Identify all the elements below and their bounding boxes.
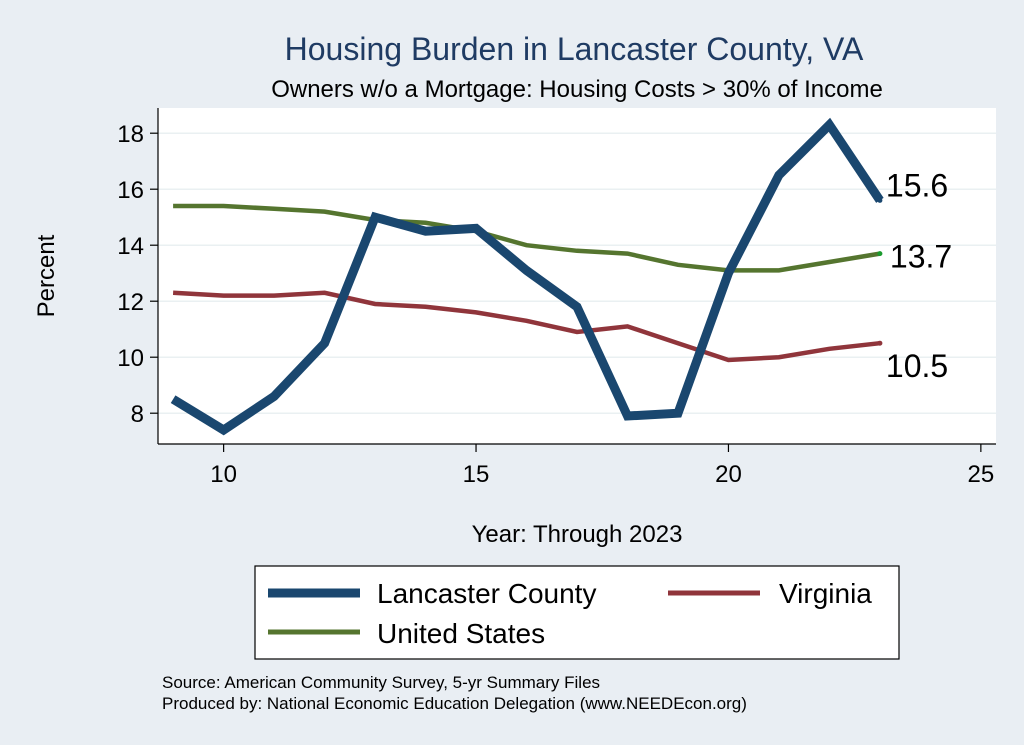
y-tick-label: 18: [117, 121, 144, 148]
chart-title: Housing Burden in Lancaster County, VA: [285, 31, 864, 67]
legend-label-us: United States: [377, 618, 545, 649]
chart-subtitle: Owners w/o a Mortgage: Housing Costs > 3…: [271, 76, 883, 103]
x-tick-label: 25: [968, 461, 995, 488]
gridlines: [158, 132, 996, 414]
legend-label-virginia: Virginia: [779, 578, 872, 609]
legend: Lancaster County Virginia United States: [254, 565, 900, 660]
series-line-virginia: [172, 290, 881, 363]
y-tick-label: 14: [117, 233, 144, 260]
legend-box: [254, 565, 900, 660]
source-note: Source: American Community Survey, 5-yr …: [162, 673, 600, 692]
series-line-us: [173, 203, 881, 273]
y-tick-label: 16: [117, 177, 144, 204]
x-tick-label: 10: [210, 461, 237, 488]
end-label-us: 13.7: [890, 239, 952, 275]
y-axis-title: Percent: [33, 234, 60, 317]
y-tick-label: 10: [117, 345, 144, 372]
x-tick-label: 20: [715, 461, 742, 488]
y-tick-label: 8: [131, 401, 144, 428]
end-label-lancaster: 15.6: [886, 167, 948, 203]
end-labels: 15.6 10.5 13.7: [886, 167, 952, 384]
plot-area: [158, 108, 996, 444]
x-tick-label: 15: [463, 461, 490, 488]
x-axis-title: Year: Through 2023: [472, 521, 683, 548]
series-line-lancaster: [170, 117, 884, 436]
series-lines: [170, 117, 884, 436]
y-tick-label: 12: [117, 289, 144, 316]
produced-note: Produced by: National Economic Education…: [162, 694, 747, 713]
axes: 8 10 12 14 16 18 10 15 20 25: [117, 108, 996, 488]
series-end-point: [877, 340, 883, 346]
legend-label-lancaster: Lancaster County: [377, 578, 596, 609]
series-end-point: [877, 251, 883, 257]
end-label-virginia: 10.5: [886, 348, 948, 384]
series-end-point: [877, 197, 883, 203]
